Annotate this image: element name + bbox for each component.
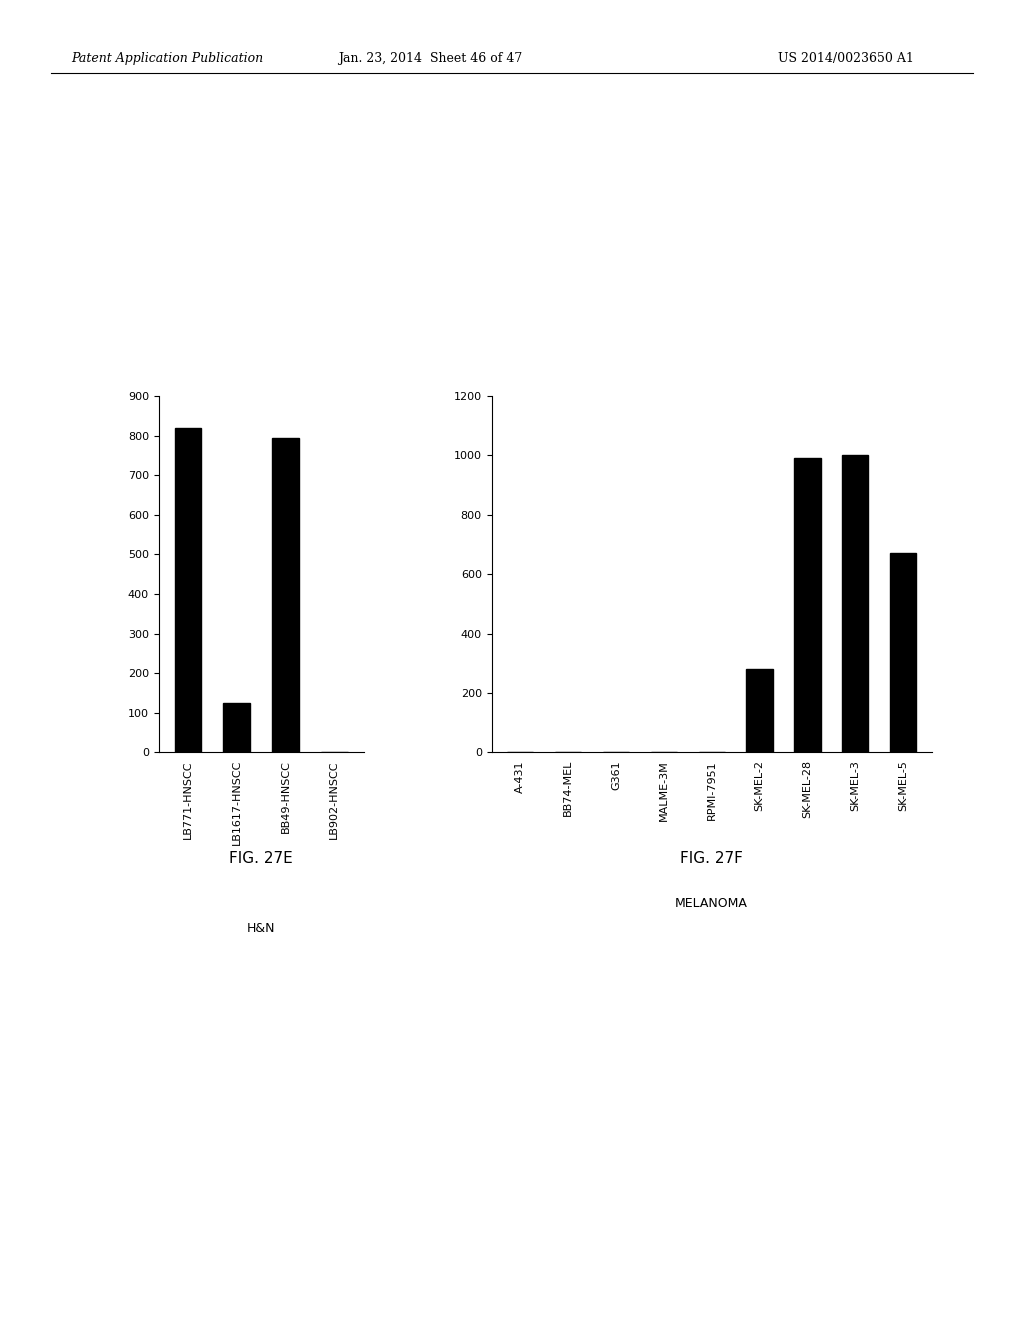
Text: FIG. 27E: FIG. 27E [229,851,293,866]
Text: Jan. 23, 2014  Sheet 46 of 47: Jan. 23, 2014 Sheet 46 of 47 [338,51,522,65]
Text: FIG. 27F: FIG. 27F [680,851,743,866]
Bar [795,458,820,752]
Bar [890,553,916,752]
Bar [272,438,299,752]
Bar [174,428,202,752]
Text: US 2014/0023650 A1: US 2014/0023650 A1 [778,51,914,65]
Text: Patent Application Publication: Patent Application Publication [72,51,264,65]
X-axis label: H&N: H&N [247,921,275,935]
Bar [842,455,868,752]
X-axis label: MELANOMA: MELANOMA [675,898,749,911]
Bar [223,702,250,752]
Bar [746,669,773,752]
